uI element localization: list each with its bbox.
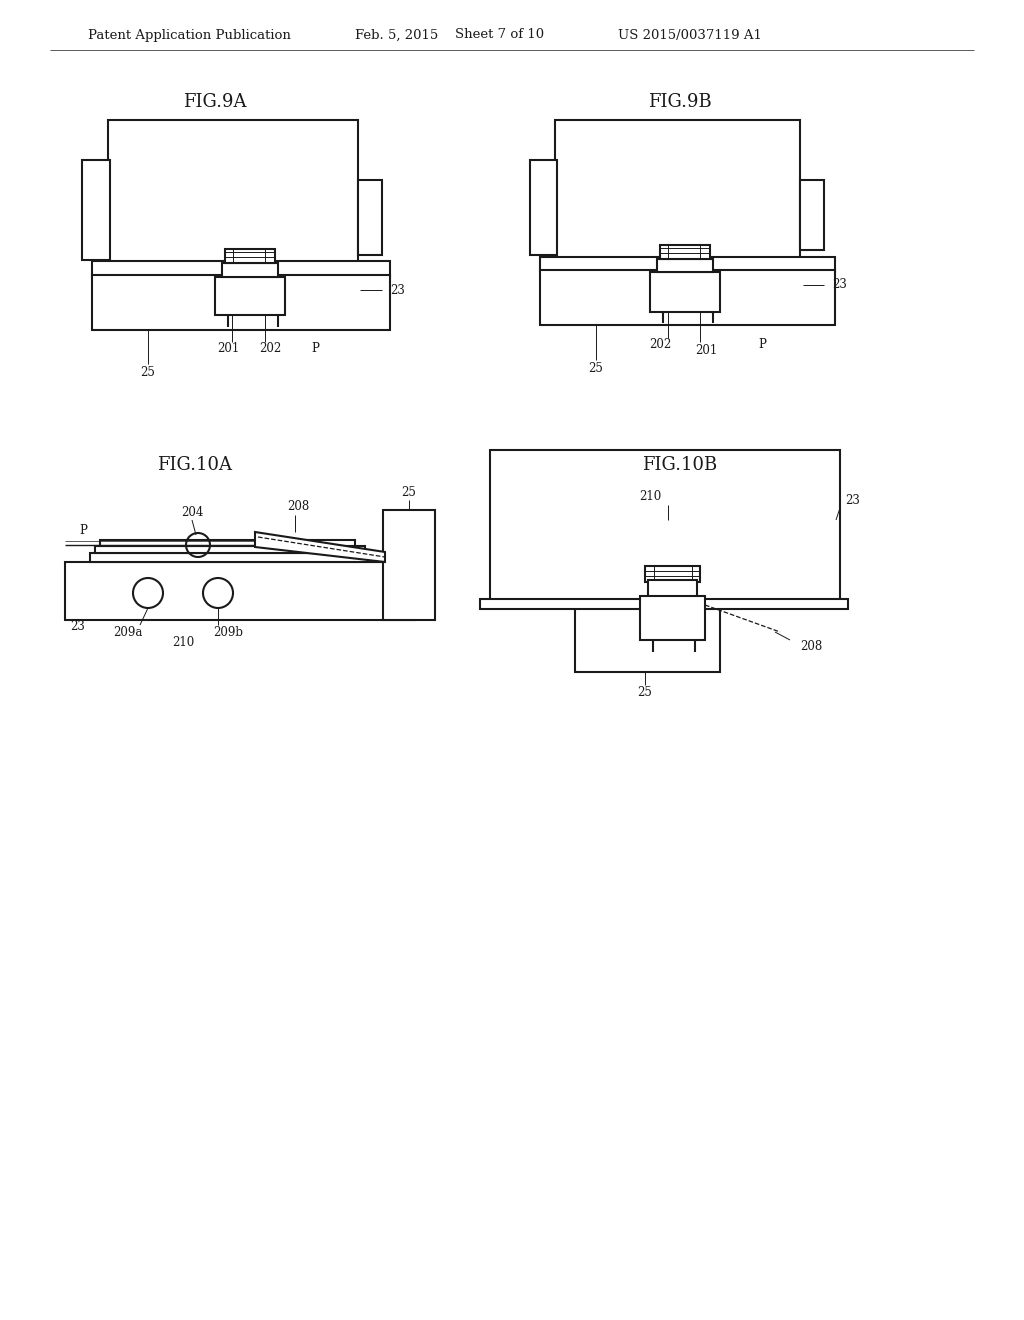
Bar xyxy=(555,120,800,260)
Text: US 2015/0037119 A1: US 2015/0037119 A1 xyxy=(618,29,762,41)
Bar xyxy=(82,160,110,260)
Bar xyxy=(660,246,710,259)
Bar xyxy=(657,259,713,272)
Text: 208: 208 xyxy=(287,500,309,513)
Text: Patent Application Publication: Patent Application Publication xyxy=(88,29,291,41)
Bar xyxy=(530,160,557,255)
Bar xyxy=(358,180,382,255)
Text: P: P xyxy=(311,342,318,355)
Bar xyxy=(100,540,355,546)
Text: FIG.10B: FIG.10B xyxy=(642,455,718,474)
Text: 209b: 209b xyxy=(213,626,243,639)
Text: 201: 201 xyxy=(217,342,240,355)
Bar xyxy=(640,597,705,640)
Bar xyxy=(575,605,720,672)
Bar xyxy=(225,249,275,263)
Bar xyxy=(215,277,285,315)
Text: 23: 23 xyxy=(845,494,860,507)
Text: 23: 23 xyxy=(390,284,404,297)
Text: Sheet 7 of 10: Sheet 7 of 10 xyxy=(455,29,544,41)
Text: 23: 23 xyxy=(71,620,85,634)
Text: 25: 25 xyxy=(401,487,417,499)
Text: FIG.9A: FIG.9A xyxy=(183,92,247,111)
Bar xyxy=(800,180,824,249)
Bar xyxy=(490,450,840,605)
Text: P: P xyxy=(79,524,87,536)
Text: 201: 201 xyxy=(695,345,717,358)
Text: 202: 202 xyxy=(649,338,671,351)
Bar xyxy=(90,553,380,562)
Text: 25: 25 xyxy=(589,362,603,375)
Bar xyxy=(95,546,365,553)
Text: 23: 23 xyxy=(831,279,847,292)
Bar xyxy=(65,562,415,620)
Text: 202: 202 xyxy=(259,342,282,355)
Text: 210: 210 xyxy=(172,635,195,648)
Text: 208: 208 xyxy=(800,639,822,652)
Text: P: P xyxy=(758,338,766,351)
Bar xyxy=(92,275,390,330)
Bar xyxy=(480,599,848,609)
Bar xyxy=(540,271,835,325)
Text: 209a: 209a xyxy=(114,626,142,639)
Bar xyxy=(108,120,358,265)
Bar xyxy=(648,579,697,597)
Text: 210: 210 xyxy=(639,491,662,503)
Bar xyxy=(540,257,835,272)
Text: 25: 25 xyxy=(140,366,156,379)
Text: FIG.10A: FIG.10A xyxy=(158,455,232,474)
Bar xyxy=(222,263,278,277)
Bar xyxy=(92,261,390,277)
Text: Feb. 5, 2015: Feb. 5, 2015 xyxy=(355,29,438,41)
Bar xyxy=(383,510,435,620)
Text: FIG.9B: FIG.9B xyxy=(648,92,712,111)
Bar xyxy=(650,272,720,312)
Text: 204: 204 xyxy=(181,506,203,519)
Text: 25: 25 xyxy=(638,685,652,698)
Polygon shape xyxy=(255,532,385,562)
Bar xyxy=(645,566,700,582)
